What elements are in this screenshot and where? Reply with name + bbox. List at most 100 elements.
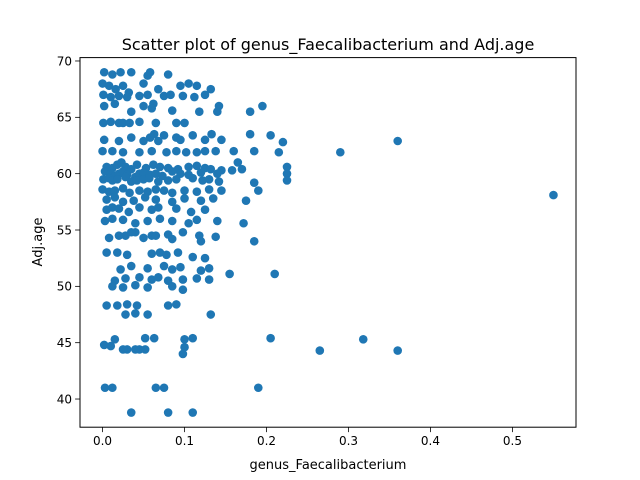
data-point <box>140 193 150 202</box>
data-point <box>196 196 206 206</box>
data-point <box>110 335 120 344</box>
data-point <box>147 275 157 284</box>
data-point <box>200 253 210 263</box>
data-point <box>167 167 177 176</box>
data-point <box>147 104 157 113</box>
data-point <box>118 81 128 91</box>
data-point <box>118 147 128 157</box>
data-point <box>188 173 198 183</box>
data-point <box>108 282 117 291</box>
data-point <box>188 333 198 343</box>
data-point <box>126 67 136 77</box>
data-point <box>180 335 189 344</box>
data-point <box>151 169 161 178</box>
data-point <box>100 216 110 226</box>
data-point <box>135 203 144 212</box>
data-point <box>249 236 259 246</box>
data-point <box>110 186 120 195</box>
data-points <box>98 67 558 417</box>
x-axis: 0.0 0.1 0.2 0.3 0.4 0.5 <box>93 427 522 448</box>
data-point <box>178 285 188 295</box>
data-point <box>200 90 210 100</box>
data-point <box>98 146 107 156</box>
y-tick-label: 50 <box>57 280 72 294</box>
data-point <box>196 168 206 177</box>
data-point <box>208 194 218 203</box>
data-point <box>192 274 202 283</box>
data-point <box>155 214 165 224</box>
data-point <box>184 218 193 228</box>
data-point <box>198 176 207 185</box>
data-point <box>106 92 116 102</box>
data-point <box>108 146 117 156</box>
data-point <box>180 194 189 203</box>
data-point <box>155 248 165 257</box>
data-point <box>214 101 224 111</box>
data-point <box>167 265 177 274</box>
data-point <box>126 408 136 417</box>
data-point <box>151 118 161 128</box>
data-point <box>106 341 116 351</box>
data-point <box>125 188 134 198</box>
data-point <box>180 186 189 195</box>
data-point <box>122 250 132 260</box>
data-point <box>99 67 109 77</box>
plot-frame <box>79 57 577 428</box>
data-point <box>118 345 128 354</box>
data-point <box>147 146 157 156</box>
data-point <box>211 146 220 156</box>
data-point <box>393 346 402 355</box>
data-point <box>143 310 152 319</box>
data-point <box>143 216 152 226</box>
data-point <box>111 84 120 94</box>
data-point <box>159 131 169 140</box>
data-point <box>104 233 114 243</box>
data-point <box>200 135 210 145</box>
data-point <box>173 248 183 257</box>
data-point <box>167 197 177 207</box>
data-point <box>159 91 169 101</box>
data-point <box>266 131 275 140</box>
data-point <box>140 333 150 343</box>
data-point <box>237 164 247 174</box>
data-point <box>147 205 157 215</box>
data-point <box>153 177 163 186</box>
data-point <box>188 131 198 140</box>
data-point <box>110 99 120 109</box>
data-point <box>139 136 148 146</box>
data-point <box>163 176 173 185</box>
data-point <box>270 269 280 279</box>
x-tick-label: 0.5 <box>503 434 522 448</box>
data-point <box>249 178 259 187</box>
data-point <box>225 269 234 279</box>
data-point <box>114 204 124 213</box>
data-point <box>159 186 169 195</box>
data-point <box>358 335 368 344</box>
data-point <box>245 129 255 139</box>
data-point <box>163 301 173 310</box>
y-tick-label: 65 <box>57 111 72 125</box>
data-point <box>104 81 114 91</box>
data-point <box>192 147 202 157</box>
x-tick-label: 0.3 <box>339 434 358 448</box>
data-point <box>139 168 148 177</box>
data-point <box>266 333 275 343</box>
data-point <box>188 408 198 417</box>
data-point <box>162 250 171 260</box>
data-point <box>143 264 152 273</box>
y-axis-label: Adj.age <box>31 218 46 267</box>
data-point <box>190 92 199 102</box>
data-point <box>118 283 128 292</box>
data-point <box>167 106 177 115</box>
data-point <box>99 101 109 111</box>
data-point <box>178 91 188 101</box>
data-point <box>176 81 185 91</box>
data-point <box>155 162 165 172</box>
data-point <box>192 161 202 171</box>
data-point <box>172 175 181 184</box>
data-point <box>192 215 202 225</box>
data-point <box>100 383 110 393</box>
y-axis: 40 45 50 55 60 65 70 <box>57 54 80 406</box>
data-point <box>172 204 181 213</box>
